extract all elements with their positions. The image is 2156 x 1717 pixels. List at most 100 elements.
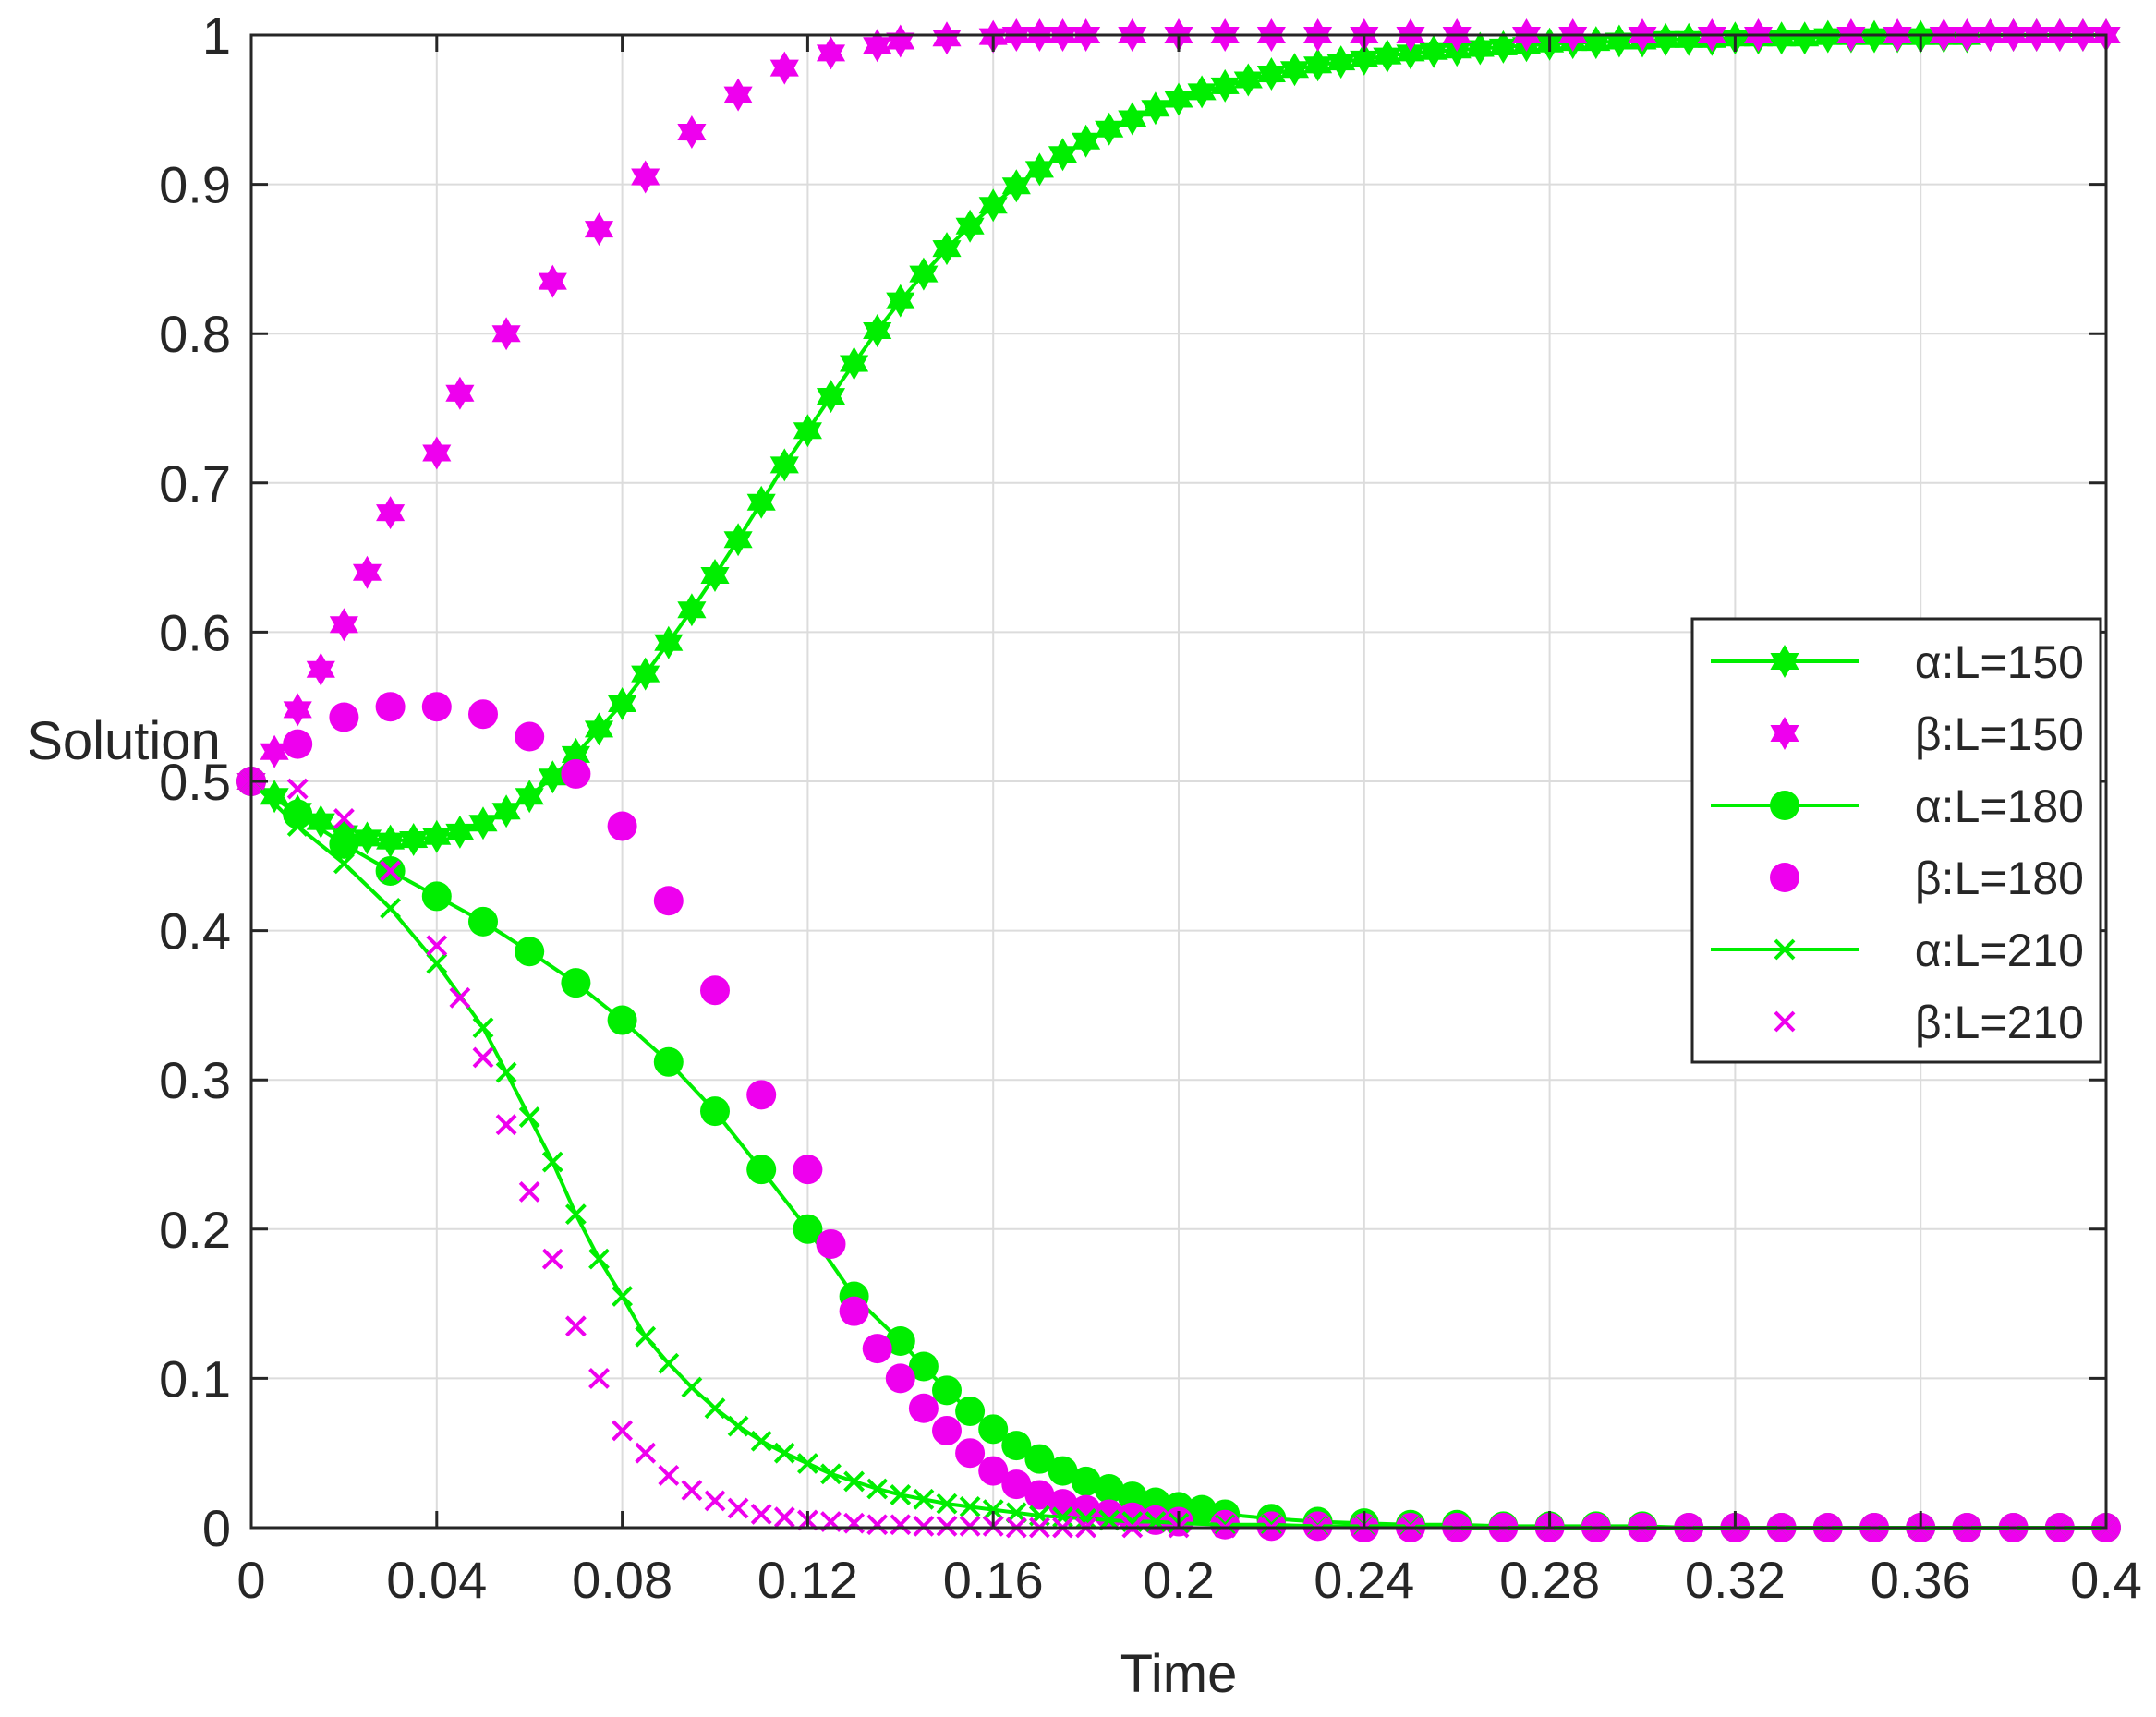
data-point — [1117, 1481, 1147, 1512]
data-point — [515, 721, 545, 752]
legend-label: β:L=210 — [1915, 997, 2084, 1048]
data-point — [468, 906, 498, 937]
y-tick-label: 0.4 — [159, 902, 231, 961]
legend-label: β:L=180 — [1915, 852, 2084, 904]
data-point — [700, 1096, 730, 1127]
data-point — [495, 1061, 517, 1083]
data-point — [608, 687, 637, 721]
data-point — [380, 897, 402, 919]
data-point — [723, 78, 753, 112]
data-point — [820, 1463, 842, 1485]
data-point — [1048, 1456, 1078, 1486]
data-point — [472, 1046, 494, 1069]
data-point — [840, 346, 869, 381]
data-point — [843, 1470, 866, 1493]
legend-marker — [1774, 1010, 1796, 1033]
axis-ticks: 0 0.04 0.08 0.12 0.16 0.2 0.24 0.28 0.32 0.36 0.4 0… — [159, 6, 2142, 1609]
data-point — [635, 1325, 657, 1348]
data-point — [352, 821, 382, 855]
data-point — [449, 986, 471, 1009]
data-point — [773, 1506, 795, 1529]
data-point — [793, 1155, 823, 1185]
data-point — [380, 860, 402, 882]
legend-marker — [1774, 938, 1796, 961]
x-tick-label: 0.32 — [1685, 1551, 1786, 1609]
data-point — [677, 593, 707, 627]
data-point — [607, 1005, 637, 1035]
legend-entry: α:L=210 — [1711, 925, 2084, 976]
data-point — [283, 799, 313, 829]
data-point — [584, 712, 614, 746]
y-tick-label: 0.8 — [159, 305, 231, 363]
data-point — [796, 1453, 818, 1474]
x-tick-label: 0.24 — [1314, 1551, 1414, 1609]
data-point — [283, 693, 312, 727]
data-point — [653, 886, 684, 916]
data-point — [445, 376, 475, 410]
data-point — [982, 1499, 1004, 1521]
data-point — [329, 608, 358, 642]
data-point — [306, 652, 335, 686]
data-point — [863, 314, 892, 348]
x-tick-label: 0 — [236, 1551, 265, 1609]
data-point — [750, 1430, 772, 1452]
data-point — [746, 1155, 777, 1185]
y-tick-label: 0.5 — [159, 753, 231, 811]
data-point — [421, 692, 452, 722]
x-tick-label: 0.12 — [757, 1551, 858, 1609]
data-point — [333, 807, 355, 829]
legend-marker — [1770, 863, 1799, 892]
x-axis-label: Time — [1120, 1644, 1238, 1704]
data-point — [793, 1214, 823, 1244]
x-tick-label: 0.16 — [943, 1551, 1044, 1609]
data-point — [612, 1286, 634, 1307]
data-point — [658, 1465, 680, 1486]
data-point — [839, 1296, 869, 1326]
legend-box — [1690, 617, 2102, 1064]
data-point — [286, 778, 309, 800]
data-point — [612, 1420, 634, 1442]
x-tick-label: 0.36 — [1871, 1551, 1971, 1609]
data-point — [564, 1203, 587, 1226]
data-point — [421, 881, 452, 912]
data-point — [1214, 1514, 1236, 1536]
data-point — [890, 1514, 912, 1536]
data-point — [584, 212, 614, 247]
y-tick-label: 0.3 — [159, 1051, 231, 1109]
data-point — [681, 1376, 703, 1398]
data-point — [746, 1080, 777, 1110]
data-point — [909, 257, 939, 291]
data-point — [816, 36, 846, 70]
data-point — [700, 558, 730, 593]
data-point — [635, 1442, 657, 1464]
data-point — [491, 317, 521, 351]
data-point — [352, 555, 382, 589]
data-point — [936, 1493, 958, 1515]
data-point — [885, 1326, 915, 1356]
data-point — [468, 699, 498, 730]
legend-label: α:L=180 — [1915, 780, 2084, 832]
data-point — [329, 702, 359, 732]
data-point — [913, 1488, 935, 1510]
data-point — [375, 692, 406, 722]
legend-label: α:L=150 — [1915, 636, 2084, 688]
data-point — [793, 414, 822, 448]
x-tick-label: 0.28 — [1499, 1551, 1600, 1609]
legend-entry: β:L=210 — [1774, 997, 2084, 1048]
data-point — [283, 729, 313, 759]
data-point — [1117, 1502, 1147, 1532]
data-point — [913, 1515, 935, 1537]
data-point — [1075, 1507, 1097, 1530]
data-point — [538, 264, 567, 298]
data-point — [746, 485, 776, 519]
data-point — [1187, 1494, 1217, 1525]
data-point — [607, 811, 637, 841]
data-point — [727, 1415, 749, 1437]
data-point — [426, 935, 448, 957]
data-point — [426, 952, 448, 974]
data-point — [561, 758, 591, 789]
data-point — [677, 115, 707, 149]
data-point — [862, 1334, 892, 1364]
